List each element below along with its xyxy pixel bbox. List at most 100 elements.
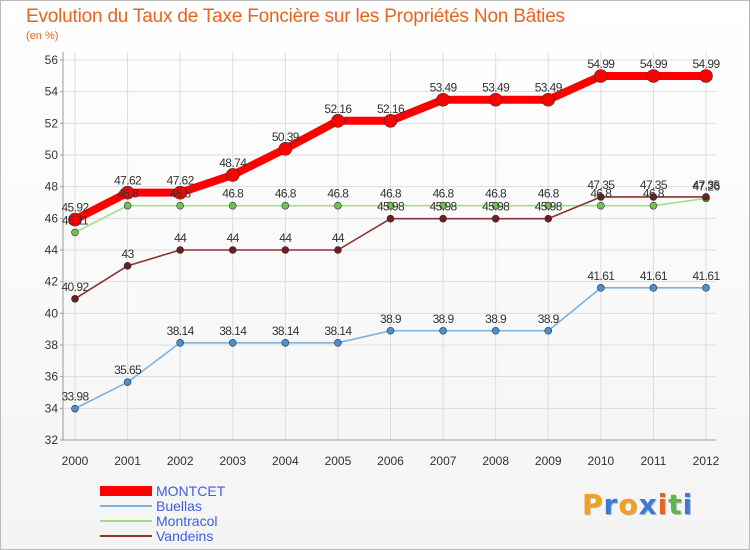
data-point-montcet: [278, 142, 293, 156]
data-label-montracol: 46.8: [380, 187, 402, 201]
legend-item-montcet: MONTCET: [100, 484, 340, 499]
x-tick-label: 2001: [114, 454, 141, 468]
x-tick-label: 2002: [167, 454, 194, 468]
data-label-montracol: 46.8: [222, 187, 244, 201]
data-point-montcet: [120, 185, 135, 200]
y-tick-label: 32: [45, 433, 59, 447]
data-point-montracol: [386, 201, 395, 210]
data-point-buellas: [649, 284, 658, 292]
data-label-buellas: 38.9: [380, 312, 402, 326]
data-label-vandeins: 40.92: [61, 280, 89, 294]
data-point-buellas: [176, 338, 184, 347]
data-point-buellas: [597, 284, 605, 292]
chart-subtitle: (en %): [26, 30, 59, 42]
data-point-buellas: [439, 326, 447, 335]
data-point-vandeins: [71, 294, 79, 303]
data-label-montcet: 47.62: [167, 174, 195, 188]
x-tick-label: 2012: [693, 454, 720, 468]
data-label-montcet: 54.99: [692, 57, 720, 71]
logo-letter: r: [603, 488, 619, 521]
logo-letter: P: [582, 488, 604, 521]
y-tick-label: 56: [45, 53, 59, 67]
data-label-montcet: 53.49: [430, 81, 458, 95]
data-label-vandeins: 47.35: [587, 178, 615, 192]
data-label-montcet: 54.99: [640, 57, 668, 71]
data-point-montcet: [383, 114, 398, 128]
legend-swatch-montracol: [100, 520, 152, 522]
data-label-vandeins: 45.98: [430, 200, 458, 214]
y-tick-label: 52: [45, 116, 59, 130]
data-point-montcet: [68, 212, 82, 227]
x-tick-label: 2011: [641, 454, 667, 468]
proxiti-logo: Proxiti: [582, 488, 693, 521]
data-label-montcet: 45.92: [61, 201, 89, 215]
data-label-vandeins: 47.35: [640, 178, 668, 192]
data-point-montracol: [597, 201, 605, 210]
y-tick-label: 54: [45, 85, 59, 99]
logo-letter: t: [668, 488, 683, 521]
data-point-vandeins: [176, 246, 184, 254]
x-tick-label: 2006: [377, 454, 404, 468]
data-point-montracol: [228, 201, 237, 210]
data-label-buellas: 41.61: [640, 269, 668, 283]
data-label-montcet: 48.74: [219, 156, 247, 170]
legend-swatch-vandeins: [100, 535, 152, 537]
data-label-montracol: 46.8: [117, 187, 139, 201]
data-point-montcet: [646, 69, 661, 83]
data-label-buellas: 41.61: [587, 269, 615, 283]
data-point-montcet: [541, 92, 556, 107]
data-label-buellas: 38.14: [167, 324, 195, 338]
data-point-montracol: [334, 201, 342, 210]
legend-item-montracol: Montracol: [100, 514, 340, 529]
data-point-buellas: [386, 326, 395, 335]
y-tick-label: 50: [45, 148, 59, 162]
chart-title: Evolution du Taux de Taxe Foncière sur l…: [26, 6, 565, 27]
x-tick-label: 2008: [482, 454, 509, 468]
data-point-montracol: [123, 201, 132, 210]
data-label-montracol: 46.8: [170, 187, 192, 201]
data-point-vandeins: [123, 262, 132, 270]
data-point-vandeins: [649, 193, 658, 201]
data-point-buellas: [123, 378, 132, 387]
data-point-montcet: [699, 69, 713, 83]
data-label-vandeins: 43: [122, 247, 135, 261]
y-tick-label: 42: [45, 275, 59, 289]
data-label-montcet: 50.39: [272, 130, 300, 144]
data-label-montracol: 46.8: [485, 187, 507, 201]
line-chart: 32 34 36 38 40 42 44 46 48 50 52 54 56 2000 2001 2002 20…: [45, 52, 721, 468]
logo-letter: x: [638, 488, 658, 521]
x-tick-label: 2010: [587, 454, 614, 468]
data-point-montracol: [281, 201, 290, 210]
data-label-buellas: 35.65: [114, 363, 142, 377]
data-point-montracol: [649, 201, 658, 210]
y-tick-label: 48: [45, 180, 59, 194]
x-tick-label: 2009: [535, 454, 562, 468]
data-label-montcet: 52.16: [377, 102, 405, 116]
data-label-montcet: 52.16: [324, 102, 352, 116]
y-tick-label: 34: [45, 401, 59, 415]
legend-label-buellas: Buellas: [156, 498, 202, 514]
data-label-buellas: 33.98: [61, 390, 89, 404]
legend-label-montracol: Montracol: [156, 513, 218, 529]
data-point-montracol: [439, 201, 447, 210]
data-label-buellas: 38.14: [219, 324, 247, 338]
legend-swatch-buellas: [100, 505, 152, 507]
data-point-buellas: [71, 404, 79, 413]
y-tick-label: 38: [45, 338, 59, 352]
data-label-vandeins: 44: [279, 231, 292, 245]
legend-label-vandeins: Vandeins: [156, 528, 214, 544]
data-point-montcet: [488, 92, 503, 107]
data-label-montracol: 47.26: [692, 179, 720, 193]
data-label-buellas: 41.61: [692, 269, 720, 283]
data-label-vandeins: 44: [332, 231, 345, 245]
data-label-buellas: 38.14: [324, 324, 352, 338]
data-point-vandeins: [281, 246, 290, 254]
x-tick-label: 2000: [62, 454, 89, 468]
data-label-montracol: 46.8: [327, 187, 349, 201]
x-tick-label: 2003: [219, 454, 246, 468]
data-point-montracol: [544, 201, 553, 210]
data-point-buellas: [334, 338, 342, 347]
data-point-buellas: [491, 326, 500, 335]
data-point-vandeins: [597, 193, 605, 201]
data-point-vandeins: [228, 246, 237, 254]
